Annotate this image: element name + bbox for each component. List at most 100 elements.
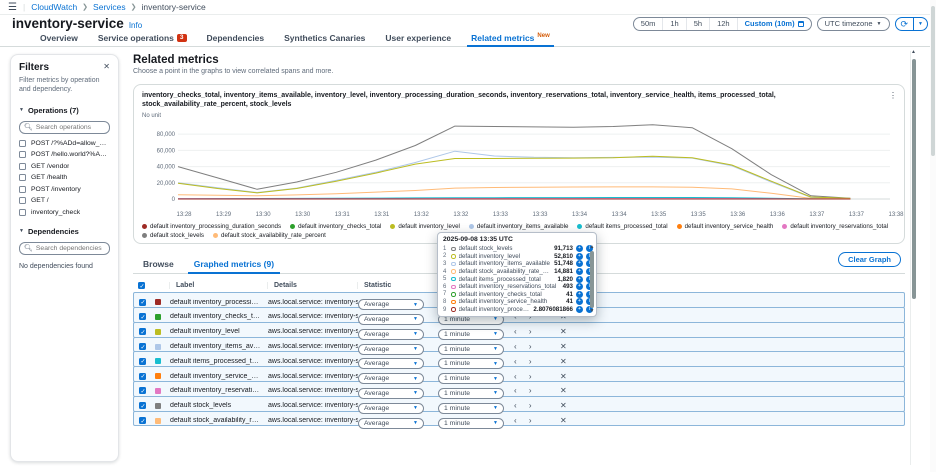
statistic-dropdown[interactable]: Average ▼ — [358, 387, 424, 399]
row-checkbox[interactable] — [139, 387, 146, 395]
clear-graph-button[interactable]: Clear Graph — [838, 252, 901, 268]
row-checkbox[interactable] — [139, 343, 146, 351]
operations-section-toggle[interactable]: ▼ Operations (7) — [19, 106, 110, 115]
tab-user-experience[interactable]: User experience — [375, 31, 461, 46]
legend-item-inventory-checks-total[interactable]: default inventory_checks_total — [290, 223, 381, 230]
tab-dependencies[interactable]: Dependencies — [197, 31, 275, 46]
details-link[interactable]: aws.local.service: inventory-servi — [268, 343, 358, 351]
scroll-up-icon[interactable]: ▲ — [589, 244, 595, 250]
row-checkbox[interactable] — [139, 357, 146, 365]
period-dropdown[interactable]: 1 minute ▼ — [438, 328, 504, 340]
series-line-stock-availability-rate-percent[interactable] — [177, 186, 851, 200]
scrollbar-thumb[interactable] — [931, 6, 935, 156]
legend-item-inventory-items-available[interactable]: default inventory_items_available — [468, 223, 568, 230]
statistic-dropdown[interactable]: Average ▼ — [358, 402, 424, 414]
bell-icon[interactable]: + — [576, 245, 583, 253]
bell-icon[interactable]: + — [576, 260, 583, 268]
operation-checkbox[interactable] — [19, 197, 26, 205]
bell-icon[interactable]: + — [576, 306, 583, 314]
dependencies-search-input[interactable] — [35, 244, 105, 252]
bell-icon[interactable]: + — [576, 275, 583, 283]
y-axis-toggle[interactable]: ‹ › — [514, 386, 537, 396]
info-icon[interactable]: i — [586, 306, 593, 314]
breadcrumb-item-cloudwatch[interactable]: CloudWatch — [31, 2, 78, 12]
operation-checkbox[interactable] — [19, 185, 26, 193]
chart-plot-area[interactable]: 0 20,000 40,000 60,000 80,000 — [142, 119, 896, 212]
scroll-up-icon[interactable]: ▲ — [911, 49, 916, 55]
metrics-line-chart[interactable]: 0 20,000 40,000 60,000 80,000 — [142, 119, 896, 207]
bell-icon[interactable]: + — [576, 252, 583, 260]
close-icon[interactable]: ✕ — [103, 62, 110, 71]
statistic-dropdown[interactable]: Average ▼ — [358, 358, 424, 370]
tab-service-operations[interactable]: Service operations 3 — [88, 31, 197, 46]
remove-metric-button[interactable]: ✕ — [560, 416, 567, 426]
y-axis-toggle[interactable]: ‹ › — [514, 416, 537, 426]
time-preset-1h[interactable]: 1h — [662, 17, 685, 30]
details-link[interactable]: aws.local.service: inventory-servi — [268, 387, 358, 395]
tab-overview[interactable]: Overview — [30, 31, 88, 46]
operation-checkbox[interactable] — [19, 162, 26, 170]
info-icon[interactable]: i — [586, 298, 593, 306]
legend-item-items-processed-total[interactable]: default items_processed_total — [577, 223, 668, 230]
info-icon[interactable]: i — [586, 268, 593, 276]
row-checkbox[interactable] — [139, 372, 146, 380]
details-link[interactable]: aws.local.service: inventory-servi — [268, 298, 358, 306]
bell-icon[interactable]: + — [576, 268, 583, 276]
time-preset-12h[interactable]: 12h — [709, 17, 737, 30]
info-icon[interactable]: i — [586, 245, 593, 253]
period-dropdown[interactable]: 1 minute ▼ — [438, 373, 504, 385]
operations-search-input[interactable] — [35, 123, 105, 131]
series-line-stock-levels[interactable] — [177, 124, 851, 199]
row-checkbox[interactable] — [139, 328, 146, 336]
period-dropdown[interactable]: 1 minute ▼ — [438, 358, 504, 370]
legend-item-inventory-processing-duration-seconds[interactable]: default inventory_processing_duration_se… — [142, 223, 281, 230]
statistic-dropdown[interactable]: Average ▼ — [358, 373, 424, 385]
details-link[interactable]: aws.local.service: inventory-servi — [268, 417, 358, 425]
remove-metric-button[interactable]: ✕ — [560, 371, 567, 381]
details-link[interactable]: aws.local.service: inventory-servi — [268, 328, 358, 336]
row-checkbox[interactable] — [139, 417, 146, 425]
details-link[interactable]: aws.local.service: inventory-servi — [268, 357, 358, 365]
tab-browse[interactable]: Browse — [143, 259, 174, 270]
period-dropdown[interactable]: 1 minute ▼ — [438, 417, 504, 429]
timezone-select[interactable]: UTC timezone ▼ — [816, 16, 890, 31]
y-axis-toggle[interactable]: ‹ › — [514, 356, 537, 366]
hamburger-menu-icon[interactable]: ☰ — [8, 1, 17, 13]
remove-metric-button[interactable]: ✕ — [560, 386, 567, 396]
time-preset-5h[interactable]: 5h — [685, 17, 709, 30]
refresh-options-caret[interactable]: ▼ — [913, 17, 927, 30]
statistic-dropdown[interactable]: Average ▼ — [358, 328, 424, 340]
chart-menu-icon[interactable]: ⋮ — [889, 91, 897, 100]
legend-item-inventory-reservations-total[interactable]: default inventory_reservations_total — [782, 223, 888, 230]
operation-checkbox[interactable] — [19, 174, 26, 182]
remove-metric-button[interactable]: ✕ — [560, 342, 567, 352]
period-dropdown[interactable]: 1 minute ▼ — [438, 402, 504, 414]
time-preset-custom[interactable]: Custom (10m) — [736, 17, 811, 30]
y-axis-toggle[interactable]: ‹ › — [514, 401, 537, 411]
y-axis-toggle[interactable]: ‹ › — [514, 371, 537, 381]
legend-item-stock-availability-rate-percent[interactable]: default stock_availability_rate_percent — [213, 232, 326, 239]
y-axis-toggle[interactable]: ‹ › — [514, 342, 537, 352]
period-dropdown[interactable]: 1 minute ▼ — [438, 387, 504, 399]
details-link[interactable]: aws.local.service: inventory-servi — [268, 372, 358, 380]
details-link[interactable]: aws.local.service: inventory-servi — [268, 402, 358, 410]
bell-icon[interactable]: + — [576, 283, 583, 291]
panel-scrollbar[interactable]: ▲ — [910, 49, 916, 465]
time-preset-50m[interactable]: 50m — [640, 18, 656, 28]
operation-checkbox[interactable] — [19, 151, 26, 159]
operation-checkbox[interactable] — [19, 208, 26, 216]
scrollbar-thumb[interactable] — [590, 251, 594, 309]
statistic-dropdown[interactable]: Average ▼ — [358, 417, 424, 429]
remove-metric-button[interactable]: ✕ — [560, 401, 567, 411]
breadcrumb-item-services[interactable]: Services — [93, 2, 126, 12]
info-icon[interactable]: i — [586, 275, 593, 283]
statistic-dropdown[interactable]: Average ▼ — [358, 343, 424, 355]
row-checkbox[interactable] — [139, 298, 146, 306]
window-scrollbar[interactable] — [930, 0, 936, 472]
bell-icon[interactable]: + — [576, 298, 583, 306]
legend-item-stock-levels[interactable]: default stock_levels — [142, 232, 204, 239]
row-checkbox[interactable] — [139, 313, 146, 321]
remove-metric-button[interactable]: ✕ — [560, 327, 567, 337]
series-line-inventory-level[interactable] — [177, 155, 851, 200]
operation-checkbox[interactable] — [19, 139, 26, 147]
